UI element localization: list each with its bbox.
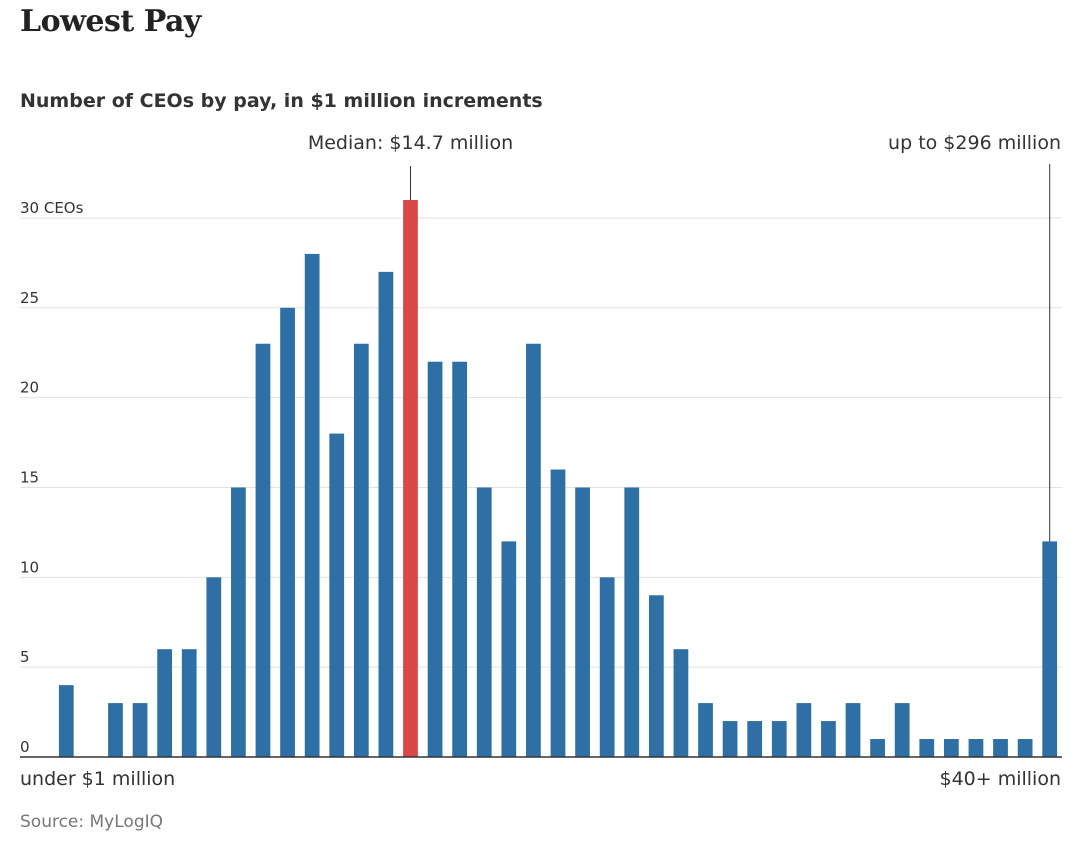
bar-23	[624, 487, 640, 757]
bar-37	[968, 739, 984, 757]
bar-19	[526, 343, 541, 757]
bar-4	[157, 649, 173, 757]
chart-title: Lowest Pay	[20, 4, 201, 39]
bar-layer	[58, 200, 1058, 757]
bar-18	[501, 541, 517, 757]
bar-15	[427, 361, 443, 757]
bar-30	[796, 703, 812, 757]
bar-6	[206, 577, 222, 757]
bar-38	[993, 739, 1008, 757]
bar-35	[919, 739, 935, 757]
bar-20	[550, 469, 566, 757]
y-tick-label-15: 15	[20, 468, 39, 486]
bar-16	[452, 361, 468, 757]
y-tick-label-20: 20	[20, 379, 39, 397]
y-tick-label-30: 30 CEOs	[20, 199, 84, 217]
bar-5	[181, 649, 197, 757]
bar-2	[108, 703, 123, 757]
bar-3	[132, 703, 148, 757]
chart-subtitle: Number of CEOs by pay, in $1 million inc…	[20, 90, 543, 112]
x-label-first: under $1 million	[20, 768, 175, 790]
bar-0	[58, 685, 74, 757]
bar-8	[255, 343, 271, 757]
y-tick-label-5: 5	[20, 648, 30, 666]
bar-median	[403, 200, 418, 757]
bar-26	[698, 703, 713, 757]
median-annotation-label: Median: $14.7 million	[308, 132, 513, 154]
bar-7	[231, 487, 246, 757]
bar-21	[575, 487, 590, 757]
y-tick-label-25: 25	[20, 289, 39, 307]
bar-39	[1017, 739, 1033, 757]
bar-24	[648, 595, 664, 757]
bar-17	[476, 487, 492, 757]
grid-layer: 0 5 10 15 20 25 30 CEOs	[20, 199, 1062, 756]
bar-40	[1042, 541, 1058, 757]
y-tick-label-10: 10	[20, 558, 39, 576]
bar-9	[280, 307, 295, 757]
bar-10	[304, 253, 320, 757]
bar-31	[821, 721, 836, 757]
bar-33	[870, 739, 885, 757]
bar-22	[599, 577, 615, 757]
bar-28	[747, 721, 763, 757]
y-tick-label-0: 0	[20, 738, 30, 756]
source-note: Source: MyLogIQ	[20, 812, 164, 832]
bar-25	[673, 649, 689, 757]
max-annotation-label: up to $296 million	[888, 132, 1061, 154]
bar-34	[894, 703, 910, 757]
bar-36	[943, 739, 959, 757]
x-label-last: $40+ million	[939, 768, 1061, 790]
bar-32	[845, 703, 861, 757]
bar-29	[771, 721, 787, 757]
bar-12	[353, 343, 369, 757]
bar-27	[722, 721, 738, 757]
bar-11	[329, 433, 345, 757]
bar-13	[378, 271, 394, 757]
